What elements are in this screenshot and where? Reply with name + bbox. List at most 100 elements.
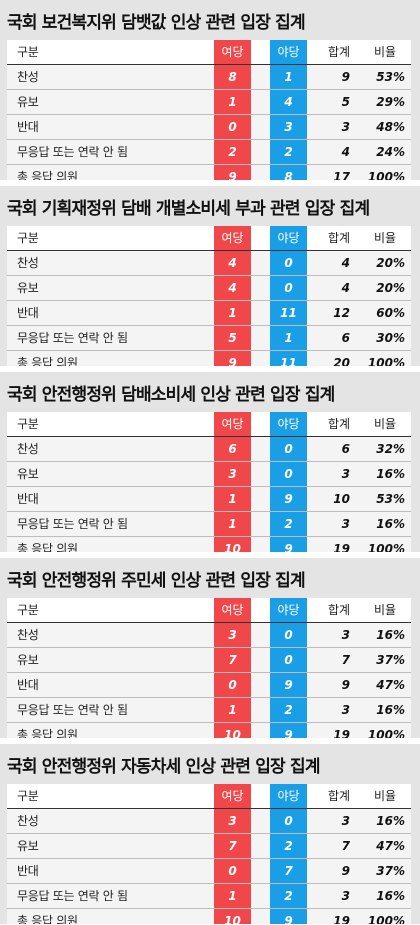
table-row-total: 총 응답 의원 10 9 19 100%	[7, 537, 411, 552]
row-label: 총 응답 의원	[17, 542, 78, 552]
ruling-count: 6	[214, 437, 251, 461]
table-row: 반대 1 11 12 60%	[7, 301, 411, 326]
table-row: 찬성 6 0 6 32%	[7, 437, 411, 462]
ruling-count: 1	[214, 698, 251, 722]
table-row-total: 총 응답 의원 9 8 17 100%	[7, 165, 411, 180]
ruling-count: 5	[214, 326, 251, 350]
section-public-admin-tobacco-tax: 국회 안전행정위 담배소비세 인상 관련 입장 집계 안전행정위원회 구분 여당…	[0, 372, 420, 552]
row-label: 총 응답 의원	[17, 356, 78, 366]
section-title: 국회 보건복지위 담뱃값 인상 관련 입장 집계	[7, 13, 306, 33]
opposition-count: 0	[270, 251, 307, 275]
row-label: 찬성	[17, 628, 39, 642]
opposition-count: 11	[270, 301, 307, 325]
ratio-value: 29%	[376, 95, 405, 109]
row-label: 찬성	[17, 256, 39, 270]
col-header-ratio: 비율	[373, 417, 397, 431]
total-count: 17	[333, 170, 350, 180]
table-row: 찬성 3 0 3 16%	[7, 809, 411, 834]
col-header-ruling: 여당	[214, 226, 251, 250]
opposition-count: 0	[270, 462, 307, 486]
total-count: 9	[341, 678, 350, 692]
table-header: 구분 여당 야당 합계 비율	[7, 784, 411, 809]
tally-table: 구분 여당 야당 합계 비율 찬성 6 0 6 32% 유보 3 0 3 16%	[7, 412, 411, 552]
ratio-value: 16%	[376, 628, 405, 642]
col-header-total: 합계	[327, 231, 351, 245]
col-header-label: 구분	[17, 417, 39, 431]
ruling-count: 1	[214, 512, 251, 536]
ratio-value: 60%	[376, 306, 405, 320]
row-label: 찬성	[17, 442, 39, 456]
section-title: 국회 안전행정위 주민세 인상 관련 입장 집계	[7, 571, 306, 591]
row-label: 반대	[17, 864, 39, 878]
row-label: 반대	[17, 120, 39, 134]
opposition-count: 4	[270, 90, 307, 114]
col-header-total: 합계	[327, 603, 351, 617]
ratio-value: 16%	[376, 889, 405, 903]
col-header-ruling: 여당	[214, 784, 251, 808]
table-row-total: 총 응답 의원 10 9 19 100%	[7, 723, 411, 738]
ruling-count: 3	[214, 623, 251, 647]
ruling-count: 1	[214, 487, 251, 511]
opposition-count: 2	[270, 698, 307, 722]
total-count: 6	[341, 442, 350, 456]
table-row: 무응답 또는 연락 안 됨 5 1 6 30%	[7, 326, 411, 351]
section-title: 국회 기획재정위 담배 개별소비세 부과 관련 입장 집계	[7, 199, 370, 219]
col-header-total: 합계	[327, 417, 351, 431]
total-count: 3	[341, 517, 350, 531]
opposition-count: 1	[270, 326, 307, 350]
ruling-count: 4	[214, 251, 251, 275]
ratio-value: 53%	[376, 492, 405, 506]
col-header-ruling: 여당	[214, 598, 251, 622]
ratio-value: 20%	[376, 256, 405, 270]
row-label: 총 응답 의원	[17, 728, 78, 738]
ruling-count: 2	[214, 140, 251, 164]
total-count: 19	[333, 728, 350, 738]
table-row: 반대 0 3 3 48%	[7, 115, 411, 140]
total-count: 9	[341, 864, 350, 878]
col-header-label: 구분	[17, 231, 39, 245]
col-header-ruling: 여당	[214, 412, 251, 436]
total-count: 3	[341, 628, 350, 642]
tally-table: 구분 여당 야당 합계 비율 찬성 3 0 3 16% 유보 7 0 7 37%	[7, 598, 411, 738]
total-count: 19	[333, 542, 350, 552]
total-count: 7	[341, 653, 350, 667]
row-label: 총 응답 의원	[17, 914, 78, 924]
table-row: 유보 1 4 5 29%	[7, 90, 411, 115]
total-count: 3	[341, 889, 350, 903]
total-count: 4	[341, 281, 350, 295]
ratio-value: 20%	[376, 281, 405, 295]
ruling-count: 3	[214, 462, 251, 486]
ratio-value: 100%	[367, 914, 405, 924]
row-label: 무응답 또는 연락 안 됨	[17, 331, 128, 345]
row-label: 찬성	[17, 814, 39, 828]
total-count: 4	[341, 256, 350, 270]
ratio-value: 53%	[376, 70, 405, 84]
col-header-ratio: 비율	[373, 603, 397, 617]
ratio-value: 16%	[376, 467, 405, 481]
table-row: 유보 7 2 7 47%	[7, 834, 411, 859]
ratio-value: 24%	[376, 145, 405, 159]
table-row: 무응답 또는 연락 안 됨 1 2 3 16%	[7, 698, 411, 723]
ratio-value: 100%	[367, 728, 405, 738]
opposition-count: 11	[270, 351, 307, 366]
ratio-value: 48%	[376, 120, 405, 134]
opposition-count: 0	[270, 276, 307, 300]
ruling-count: 0	[214, 859, 251, 883]
total-count: 10	[333, 492, 350, 506]
col-header-ratio: 비율	[373, 45, 397, 59]
total-count: 7	[341, 839, 350, 853]
table-header: 구분 여당 야당 합계 비율	[7, 40, 411, 65]
opposition-count: 0	[270, 809, 307, 833]
ratio-value: 100%	[367, 356, 405, 366]
total-count: 9	[341, 70, 350, 84]
col-header-ratio: 비율	[373, 231, 397, 245]
col-header-label: 구분	[17, 45, 39, 59]
opposition-count: 8	[270, 165, 307, 180]
row-label: 유보	[17, 281, 39, 295]
opposition-count: 9	[270, 723, 307, 738]
col-header-opposition: 야당	[270, 226, 307, 250]
table-header: 구분 여당 야당 합계 비율	[7, 412, 411, 437]
ruling-count: 4	[214, 276, 251, 300]
table-row: 반대 0 9 9 47%	[7, 673, 411, 698]
col-header-total: 합계	[327, 45, 351, 59]
